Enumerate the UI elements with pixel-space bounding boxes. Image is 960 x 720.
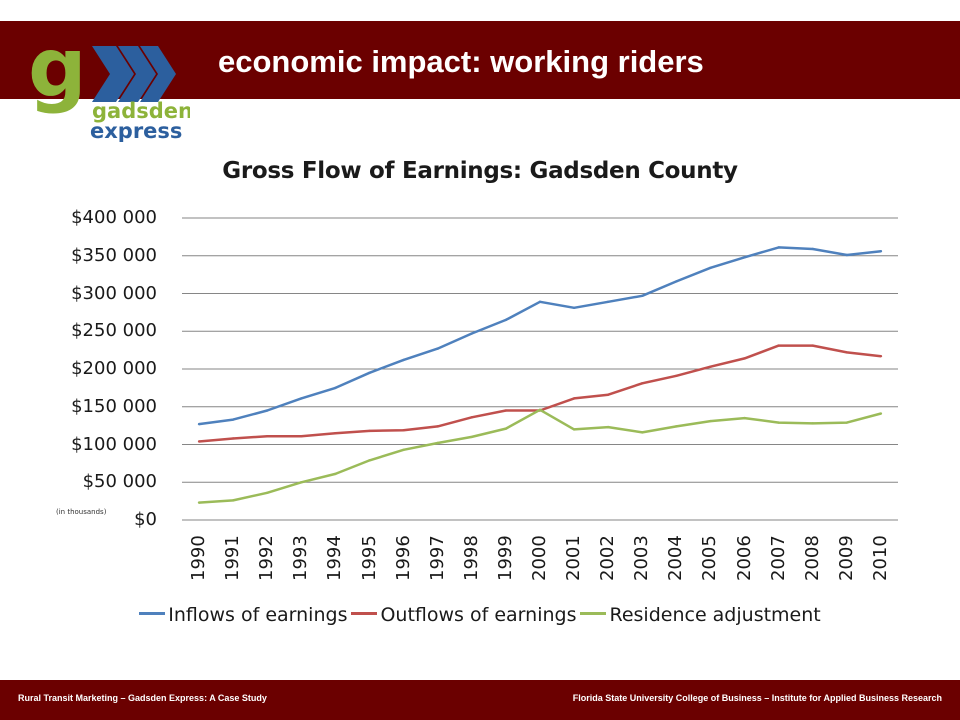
legend-label: Outflows of earnings [380, 604, 577, 626]
legend-item: Outflows of earnings [351, 604, 576, 626]
data-point [266, 434, 269, 438]
y-tick-label: $400 000 [71, 207, 157, 228]
slide-title: economic impact: working riders [218, 44, 704, 79]
unit-note: (in thousands) [56, 508, 107, 516]
legend-swatch [139, 612, 166, 615]
data-point [266, 409, 269, 412]
y-tick-label: $200 000 [71, 358, 157, 379]
data-point [197, 422, 201, 426]
footer-right-text: Florida State University College of Busi… [572, 693, 942, 703]
data-point [231, 418, 235, 421]
data-point [845, 253, 849, 257]
data-point [504, 409, 508, 412]
chart-title: Gross Flow of Earnings: Gadsden County [222, 158, 738, 184]
data-point [334, 431, 337, 435]
legend-label: Residence adjustment [609, 604, 821, 626]
data-point [709, 266, 712, 270]
data-point [811, 344, 814, 347]
data-point [879, 412, 883, 415]
data-point [879, 354, 883, 358]
data-point [334, 386, 337, 390]
data-point [743, 357, 746, 360]
data-point [606, 300, 610, 304]
data-point [675, 280, 678, 283]
data-point [675, 425, 678, 428]
x-tick-label: 2010 [869, 535, 891, 581]
legend-item: Inflows of earnings [139, 604, 347, 626]
y-tick-label: $50 000 [82, 471, 157, 493]
data-point [266, 491, 269, 495]
data-point [300, 397, 303, 400]
data-point [231, 499, 235, 502]
y-tick-label: $100 000 [71, 433, 157, 455]
footer-left-text: Rural Transit Marketing – Gadsden Expres… [18, 693, 267, 703]
data-point [368, 371, 371, 374]
data-point [504, 318, 508, 322]
data-point [641, 382, 644, 385]
y-tick-label: $300 000 [71, 282, 157, 304]
data-point [777, 421, 780, 424]
y-tick-label: $350 000 [71, 244, 157, 266]
data-point [504, 427, 508, 430]
series-line-2 [198, 344, 882, 443]
chart-legend: Inflows of earnings Outflows of earnings R… [0, 604, 960, 626]
logo-letter-g: g [30, 34, 87, 116]
data-point [300, 434, 303, 438]
data-point [641, 431, 644, 434]
data-point [538, 408, 542, 411]
legend-swatch [580, 612, 607, 615]
gadsden-express-logo: g gadsden express [30, 34, 190, 142]
footer-bar [0, 680, 960, 720]
legend-swatch [351, 612, 378, 615]
data-point [572, 306, 576, 310]
data-point [777, 246, 780, 249]
legend-item: Residence adjustment [580, 604, 821, 626]
data-point [231, 437, 235, 440]
data-point [675, 374, 678, 377]
data-point [197, 501, 201, 504]
data-point [641, 294, 644, 297]
data-point [743, 416, 746, 420]
data-point [368, 429, 371, 433]
data-point [743, 256, 746, 259]
data-point [606, 393, 610, 396]
data-point [572, 397, 576, 400]
logo-word-gadsden: gadsden [92, 99, 190, 123]
data-point [368, 459, 371, 462]
data-point [436, 425, 439, 428]
data-point [709, 419, 712, 423]
data-point [811, 422, 814, 425]
data-point [436, 441, 439, 445]
data-point [845, 421, 849, 424]
data-point [879, 250, 883, 253]
data-point [436, 347, 439, 350]
logo-chevrons-icon [92, 46, 176, 102]
data-point [777, 344, 780, 347]
data-point [470, 416, 474, 419]
data-point [402, 358, 405, 362]
data-point [300, 481, 303, 484]
data-point [572, 428, 576, 431]
y-tick-label: $150 000 [71, 395, 157, 417]
legend-label: Inflows of earnings [168, 604, 348, 626]
y-tick-label: $0 [134, 509, 157, 530]
data-point [811, 247, 814, 251]
data-point [845, 351, 849, 354]
data-point [470, 435, 474, 439]
y-tick-label: $250 000 [71, 320, 157, 342]
data-point [197, 440, 201, 443]
data-point [334, 472, 337, 476]
data-point [606, 425, 610, 429]
data-point [402, 448, 405, 451]
data-point [470, 332, 474, 335]
data-point [402, 428, 405, 432]
data-point [538, 300, 542, 304]
logo-word-express: express [90, 119, 182, 142]
data-point [709, 365, 712, 368]
